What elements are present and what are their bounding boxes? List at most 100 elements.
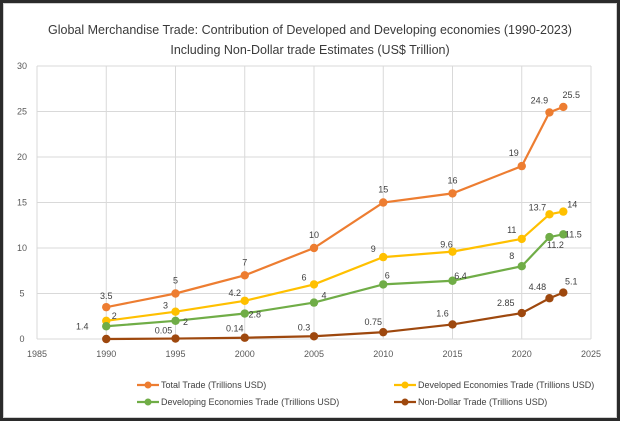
legend-label: Developed Economies Trade (Trillions USD… [418,380,594,390]
data-label: 0.3 [298,322,311,332]
data-point[interactable] [309,280,319,289]
y-tick-label: 20 [17,152,27,162]
data-label: 7 [242,257,247,267]
legend-marker [401,381,409,389]
legend-marker [144,381,152,389]
data-label: 0.14 [226,324,244,334]
data-point[interactable] [559,230,568,239]
y-tick-label: 25 [17,107,27,117]
data-labels: 3.5 5 7 10 15 16 19 24.9 25.5 2 3 4.2 6 9 9.6 11 13.7 14 1… [76,90,582,336]
legend: Total Trade (Trillions USD) Developed Eco… [137,380,594,407]
data-point[interactable] [517,308,526,318]
data-point[interactable] [171,289,180,298]
data-point[interactable] [517,161,526,171]
chart-subtitle: Including Non-Dollar trade Estimates (US… [170,43,449,57]
chart-title: Global Merchandise Trade: Contribution o… [48,23,572,37]
data-point[interactable] [545,294,554,303]
legend-item[interactable]: Total Trade (Trillions USD) [137,380,266,390]
x-tick-label: 2020 [512,349,532,359]
data-label: 4.48 [529,282,547,292]
data-label: 24.9 [531,95,549,105]
data-point[interactable] [448,276,457,285]
data-point[interactable] [545,108,554,117]
data-point[interactable] [379,327,388,337]
x-axis: 1985 1990 1995 2000 2005 2010 2015 2020 2025 [27,349,601,359]
legend-item[interactable]: Non-Dollar Trade (Trillions USD) [394,397,547,407]
data-point[interactable] [545,232,554,242]
data-label: 5.1 [565,277,578,287]
data-label: 14 [567,200,577,210]
data-label: 25.5 [563,90,581,100]
data-point[interactable] [448,320,457,329]
data-label: 10 [309,230,319,240]
data-label: 2 [183,317,188,327]
data-point[interactable] [517,262,526,271]
data-point[interactable] [171,334,180,343]
legend-item[interactable]: Developing Economies Trade (Trillions US… [137,397,339,407]
line-chart: Global Merchandise Trade: Contribution o… [17,23,601,407]
data-label: 1.6 [436,308,449,318]
data-label: 9.6 [440,240,453,250]
y-axis: 0 5 10 15 20 25 30 [17,61,27,344]
x-tick-label: 2005 [304,349,324,359]
data-point[interactable] [240,296,249,305]
data-point[interactable] [240,309,249,318]
legend-label: Developing Economies Trade (Trillions US… [161,397,339,407]
data-point[interactable] [102,302,111,312]
data-label: 11 [507,225,516,235]
data-label: 8 [509,251,514,261]
data-point[interactable] [448,189,457,198]
data-label: 6.4 [454,271,467,281]
data-point[interactable] [102,322,111,331]
legend-marker [144,398,152,406]
data-label: 5 [173,276,178,286]
data-point[interactable] [240,333,249,342]
data-point[interactable] [309,332,319,341]
legend-item[interactable]: Developed Economies Trade (Trillions USD… [394,380,594,390]
legend-marker [401,398,409,406]
data-point[interactable] [171,316,180,325]
x-tick-label: 1990 [96,349,116,359]
y-tick-label: 5 [19,289,24,299]
data-point[interactable] [240,271,249,280]
legend-label: Non-Dollar Trade (Trillions USD) [418,397,547,407]
data-point[interactable] [379,280,388,289]
data-point[interactable] [559,102,568,112]
data-label: 9 [371,244,376,254]
data-label: 15 [378,185,388,195]
legend-label: Total Trade (Trillions USD) [161,380,266,390]
y-tick-label: 10 [17,243,27,253]
data-label: 4.2 [228,288,241,298]
data-point[interactable] [559,207,568,216]
data-point[interactable] [379,252,388,262]
data-point[interactable] [102,334,111,344]
data-label: 6 [301,272,306,282]
data-label: 2.85 [497,298,515,308]
data-point[interactable] [517,234,526,244]
series [102,102,568,344]
data-label: 2 [112,311,117,321]
data-label: 4 [321,291,326,301]
x-tick-label: 1985 [27,349,47,359]
x-tick-label: 2015 [442,349,462,359]
data-label: 1.4 [76,321,89,331]
data-point[interactable] [171,307,180,316]
data-point[interactable] [545,210,554,219]
data-label: 11.5 [565,229,582,239]
data-point[interactable] [448,247,457,256]
data-point[interactable] [309,298,319,307]
x-tick-label: 2000 [235,349,255,359]
data-label: 16 [447,175,457,185]
data-point[interactable] [309,243,319,253]
chart-frame: Global Merchandise Trade: Contribution o… [3,3,617,418]
data-point[interactable] [559,288,568,297]
x-tick-label: 1995 [165,349,185,359]
data-label: 6 [385,270,390,280]
data-label: 3 [163,301,168,311]
data-label: 3.5 [100,291,113,301]
data-point[interactable] [379,198,388,207]
data-label: 11.2 [547,240,564,250]
y-tick-label: 15 [17,198,27,208]
y-tick-label: 0 [19,334,24,344]
series-line [106,210,564,322]
